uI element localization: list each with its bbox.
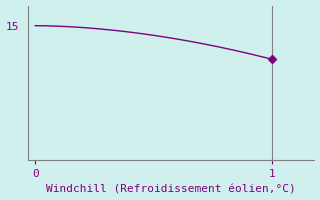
X-axis label: Windchill (Refroidissement éolien,°C): Windchill (Refroidissement éolien,°C) — [46, 184, 296, 194]
